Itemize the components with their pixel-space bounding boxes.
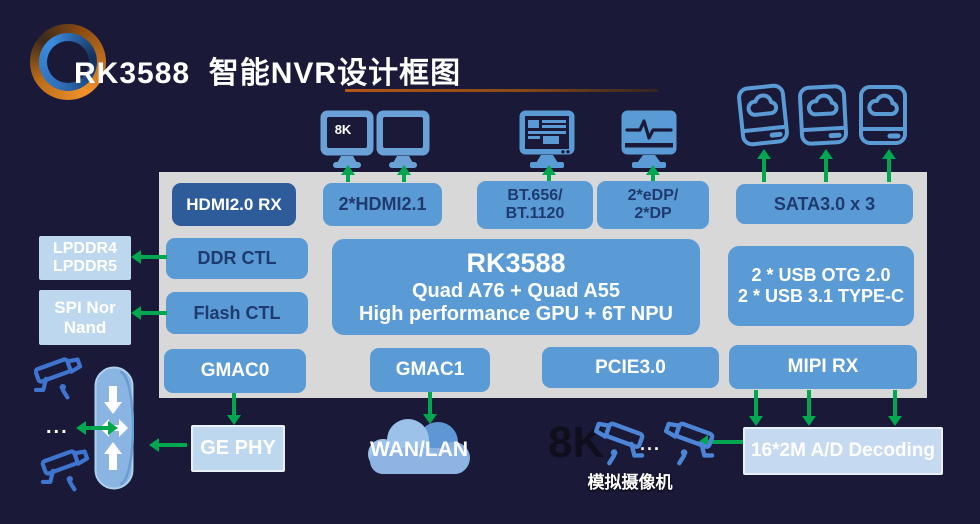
block-sata: SATA3.0 x 3 xyxy=(736,184,913,224)
block-flash-ctl: Flash CTL xyxy=(166,292,308,334)
ellipsis-center: ... xyxy=(640,434,662,454)
watermark-8k: 8K xyxy=(548,418,605,467)
arrow-flash-to-spi xyxy=(131,306,167,320)
wan-cloud-icon xyxy=(362,416,476,478)
edp-pulse-monitor-icon xyxy=(621,110,677,168)
block-label: 2*HDMI2.1 xyxy=(338,194,427,215)
soc-cpu-line: Quad A76 + Quad A55 xyxy=(411,279,621,302)
monitor-8k-badge: 8K xyxy=(334,122,352,137)
page-title: RK3588 智能NVR设计框图 xyxy=(74,57,462,90)
block-usb: 2 * USB OTG 2.0 2 * USB 3.1 TYPE-C xyxy=(728,246,914,326)
block-hdmi21: 2*HDMI2.1 xyxy=(323,183,442,226)
arrow-mipi-to-decoder-2 xyxy=(802,390,816,426)
soc-name: RK3588 xyxy=(466,248,566,279)
monitor-8k-icon xyxy=(320,110,374,168)
block-label: SATA3.0 x 3 xyxy=(773,193,876,214)
block-label-line2: 2 * USB 3.1 TYPE-C xyxy=(737,286,905,306)
block-spi-nor-nand: SPI Nor Nand xyxy=(39,290,131,345)
block-label: PCIE3.0 xyxy=(595,356,666,378)
block-ddr-ctl: DDR CTL xyxy=(166,238,308,279)
block-label-line1: 2 * USB OTG 2.0 xyxy=(751,265,891,286)
analog-camera-icon xyxy=(588,414,646,468)
block-ge-phy: GE PHY xyxy=(191,425,285,472)
block-label: Flash CTL xyxy=(193,302,281,323)
block-label-line2: BT.1120 xyxy=(505,205,565,222)
hdd-cloud-icon xyxy=(733,81,793,148)
block-label-line1: 2*eDP/ xyxy=(627,186,679,204)
block-label: HDMI2.0 RX xyxy=(186,194,282,214)
block-label-line2: LPDDR5 xyxy=(52,258,117,275)
cctv-camera-icon xyxy=(34,350,86,402)
arrow-gmac0-to-gephy xyxy=(227,393,241,425)
block-gmac0: GMAC0 xyxy=(164,349,306,393)
arrow-mipi-to-decoder-1 xyxy=(749,390,763,426)
block-label: GE PHY xyxy=(200,437,276,459)
block-label: GMAC1 xyxy=(395,359,465,381)
analog-cameras-label: 模拟摄像机 xyxy=(587,473,673,492)
arrow-mipi-to-decoder-3 xyxy=(888,390,902,426)
block-label-line2: 2*DP xyxy=(634,205,672,222)
arrow-switch-to-cameras xyxy=(76,421,118,435)
block-lpddr: LPDDR4 LPDDR5 xyxy=(39,236,131,280)
block-bt656: BT.656/ BT.1120 xyxy=(477,181,593,229)
arrow-hdmi21-to-8k-monitor xyxy=(341,165,355,182)
monitor-icon xyxy=(376,110,430,168)
block-hdmi20-rx: HDMI2.0 RX xyxy=(172,183,296,226)
arrow-sata-to-hdd1 xyxy=(757,149,771,182)
block-label: GMAC0 xyxy=(200,360,270,382)
arrow-sata-to-hdd2 xyxy=(819,149,833,182)
wanlan-label: WAN/LAN xyxy=(370,438,468,461)
cctv-camera-icon xyxy=(40,442,94,494)
block-ad-decoder: 16*2M A/D Decoding xyxy=(743,427,943,475)
block-edp: 2*eDP/ 2*DP xyxy=(597,181,709,229)
arrow-gephy-to-switch xyxy=(149,438,187,452)
block-label-line1: SPI Nor xyxy=(54,297,116,317)
block-label-line1: BT.656/ xyxy=(507,186,563,204)
title-underline xyxy=(345,89,658,92)
ellipsis-left: ... xyxy=(46,416,69,438)
arrow-decoder-to-cameras xyxy=(698,435,744,449)
block-rk3588-soc: RK3588 Quad A76 + Quad A55 High performa… xyxy=(332,239,700,335)
arrow-ddr-to-lpddr xyxy=(131,250,167,264)
block-label: DDR CTL xyxy=(197,248,277,269)
arrow-edp-to-monitor xyxy=(646,165,660,182)
arrow-sata-to-hdd3 xyxy=(882,149,896,182)
block-label: 16*2M A/D Decoding xyxy=(750,440,936,462)
block-pcie3: PCIE3.0 xyxy=(542,347,719,388)
block-label: MIPI RX xyxy=(787,356,859,378)
arrow-bt656-to-monitor xyxy=(542,165,556,182)
block-mipi-rx: MIPI RX xyxy=(729,345,917,389)
block-gmac1: GMAC1 xyxy=(370,348,490,392)
block-label-line1: LPDDR4 xyxy=(52,239,117,257)
hdd-cloud-icon xyxy=(794,83,851,148)
soc-gpu-npu-line: High performance GPU + 6T NPU xyxy=(359,302,673,325)
block-label-line2: Nand xyxy=(63,317,107,337)
video-wall-monitor-icon xyxy=(519,110,575,168)
rockchip-logo-icon xyxy=(30,24,106,100)
analog-camera-icon xyxy=(658,414,716,468)
arrow-hdmi21-to-monitor xyxy=(397,165,411,182)
hdd-cloud-icon xyxy=(856,84,910,146)
arrow-gmac1-to-wanlan xyxy=(423,392,437,424)
